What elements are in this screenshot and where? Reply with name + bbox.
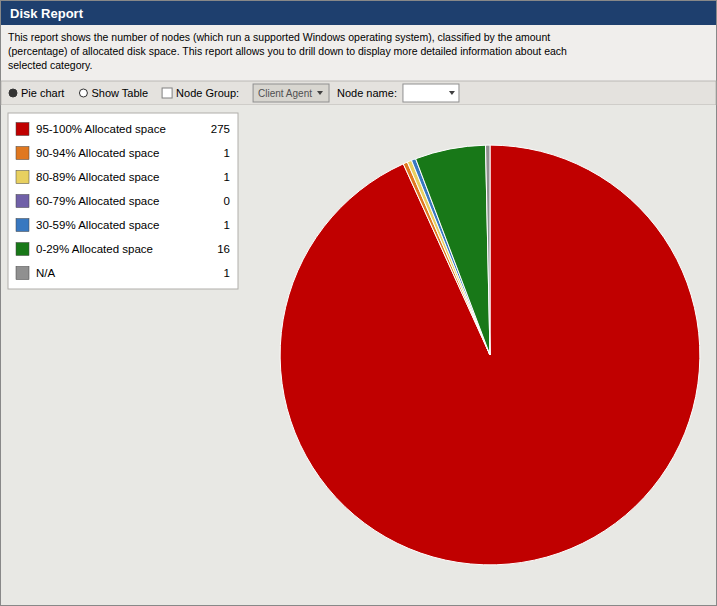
dropdown-arrow	[317, 91, 323, 95]
checkbox[interactable]	[162, 88, 172, 98]
data-label: 1	[224, 147, 230, 159]
data-label: 1	[224, 219, 230, 231]
dropdown[interactable]	[403, 84, 459, 102]
pie-slice	[280, 145, 700, 565]
data-label: 16	[217, 243, 230, 255]
window-frame	[1, 1, 717, 606]
description-line: This report shows the number of nodes (w…	[8, 31, 550, 43]
data-label: 1	[224, 171, 230, 183]
title: Disk Report	[10, 6, 84, 21]
description-line: selected category.	[8, 59, 92, 71]
dropdown-arrow	[449, 91, 455, 95]
radio-button[interactable]	[79, 89, 87, 97]
legend-label: 80-89% Allocated space	[36, 171, 159, 183]
dropdown[interactable]	[253, 84, 329, 102]
radio-button[interactable]	[9, 89, 17, 97]
legend-swatch	[16, 147, 29, 160]
content-area	[1, 105, 716, 605]
pie-slice	[416, 145, 490, 355]
pie	[280, 145, 700, 565]
legend-swatch	[16, 171, 29, 184]
legend	[8, 113, 238, 289]
description-area	[1, 25, 716, 81]
title-bar	[1, 1, 716, 25]
description-line: (percentage) of allocated disk space. Th…	[8, 45, 567, 57]
legend-label: 90-94% Allocated space	[36, 147, 159, 159]
dropdown-text: Client Agent	[258, 88, 312, 99]
data-label: 275	[211, 123, 230, 135]
legend-swatch	[16, 219, 29, 232]
data-label: 0	[224, 195, 230, 207]
legend-label: 95-100% Allocated space	[36, 123, 166, 135]
toolbar-label: Pie chart	[21, 87, 64, 99]
legend-label: 60-79% Allocated space	[36, 195, 159, 207]
data-label: 1	[224, 267, 230, 279]
chart-root: Disk Report This report shows the number …	[0, 0, 717, 606]
toolbar-label: Show Table	[91, 87, 148, 99]
toolbar	[1, 81, 716, 105]
legend-swatch	[16, 267, 29, 280]
toolbar-label: Node Group:	[176, 87, 239, 99]
legend-label: 30-59% Allocated space	[36, 219, 159, 231]
pie-slice	[486, 145, 490, 355]
legend-swatch	[16, 243, 29, 256]
legend-label: 0-29% Allocated space	[36, 243, 153, 255]
legend-swatch	[16, 195, 29, 208]
toolbar-label: Node name:	[337, 87, 397, 99]
legend-swatch	[16, 123, 29, 136]
legend-label: N/A	[36, 267, 56, 279]
